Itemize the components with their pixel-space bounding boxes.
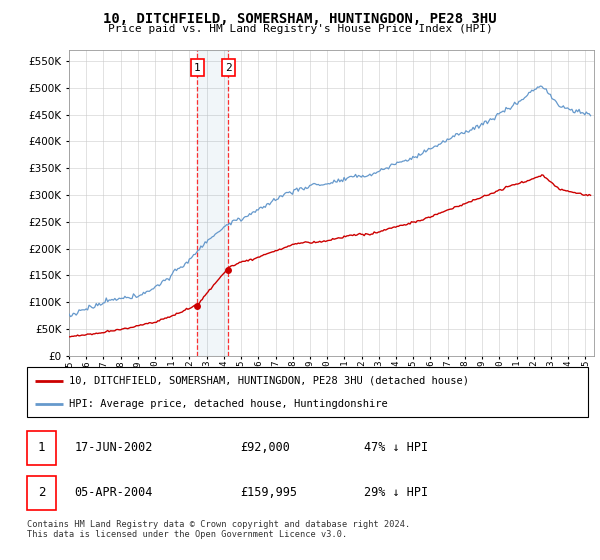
Text: 17-JUN-2002: 17-JUN-2002 — [74, 441, 153, 454]
Text: Price paid vs. HM Land Registry's House Price Index (HPI): Price paid vs. HM Land Registry's House … — [107, 24, 493, 34]
Text: 05-APR-2004: 05-APR-2004 — [74, 486, 153, 499]
Text: 2: 2 — [38, 486, 46, 499]
Bar — [27, 475, 56, 510]
Bar — [197, 50, 229, 356]
Text: 1: 1 — [38, 441, 46, 454]
Text: Contains HM Land Registry data © Crown copyright and database right 2024.
This d: Contains HM Land Registry data © Crown c… — [27, 520, 410, 539]
Text: 47% ↓ HPI: 47% ↓ HPI — [364, 441, 428, 454]
Text: 1: 1 — [194, 63, 201, 73]
Text: HPI: Average price, detached house, Huntingdonshire: HPI: Average price, detached house, Hunt… — [69, 399, 388, 409]
Text: 10, DITCHFIELD, SOMERSHAM, HUNTINGDON, PE28 3HU (detached house): 10, DITCHFIELD, SOMERSHAM, HUNTINGDON, P… — [69, 376, 469, 386]
Text: 2: 2 — [225, 63, 232, 73]
Text: £92,000: £92,000 — [240, 441, 290, 454]
Text: £159,995: £159,995 — [240, 486, 297, 499]
Text: 10, DITCHFIELD, SOMERSHAM, HUNTINGDON, PE28 3HU: 10, DITCHFIELD, SOMERSHAM, HUNTINGDON, P… — [103, 12, 497, 26]
Text: 29% ↓ HPI: 29% ↓ HPI — [364, 486, 428, 499]
Bar — [27, 431, 56, 465]
